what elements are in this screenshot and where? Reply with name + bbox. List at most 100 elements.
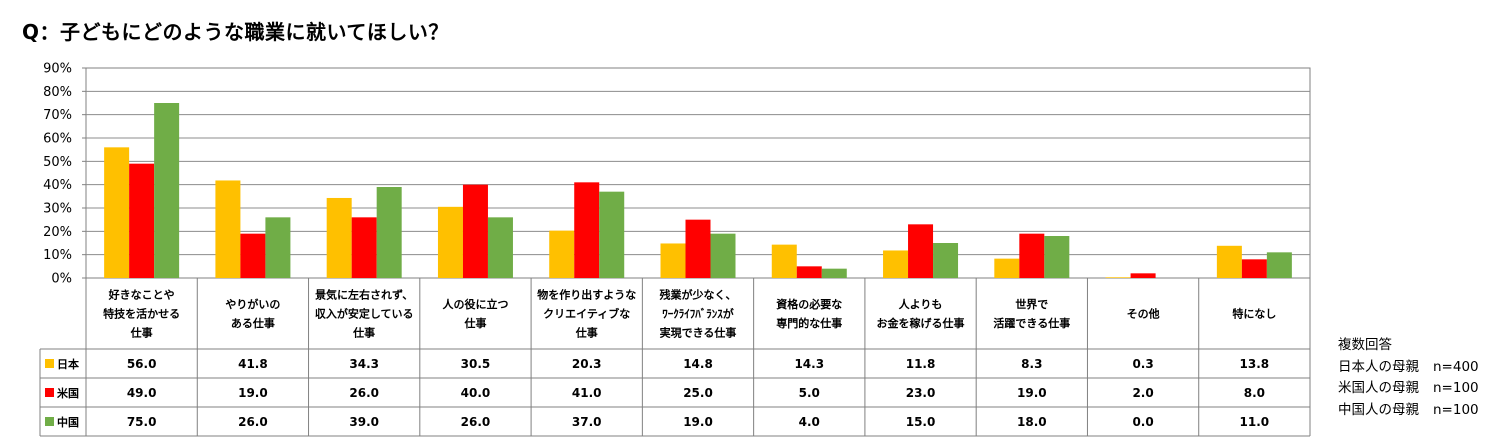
category-label: 世界で (1015, 297, 1048, 311)
y-tick-label: 90% (43, 62, 72, 77)
bar-日本-6 (771, 244, 797, 278)
bar-米国-2 (351, 217, 377, 278)
category-label: 仕事 (575, 326, 598, 340)
data-label: 23.0 (906, 386, 936, 400)
data-label: 19.0 (1017, 386, 1047, 400)
legend-key-中国 (45, 417, 54, 426)
y-tick-label: 70% (43, 108, 72, 123)
bar-中国-7 (933, 243, 959, 278)
data-label: 37.0 (572, 415, 602, 429)
data-label: 26.0 (349, 386, 379, 400)
bar-米国-4 (574, 182, 600, 278)
bar-中国-0 (154, 103, 180, 278)
data-label: 14.8 (683, 357, 713, 371)
bar-米国-3 (462, 184, 488, 278)
category-label: ある仕事 (231, 316, 275, 330)
data-label: 8.0 (1244, 386, 1265, 400)
data-label: 26.0 (461, 415, 491, 429)
bar-米国-7 (908, 224, 934, 278)
bar-日本-7 (883, 250, 909, 278)
bar-日本-3 (437, 206, 463, 278)
category-label: 残業が少なく、 (660, 288, 737, 302)
data-label: 26.0 (238, 415, 268, 429)
bar-日本-10 (1216, 245, 1242, 278)
category-label: お金を稼げる仕事 (877, 316, 965, 330)
category-label: 専門的な仕事 (776, 316, 842, 330)
data-label: 18.0 (1017, 415, 1047, 429)
category-label: その他 (1127, 307, 1160, 321)
note-china-n: n=100 (1433, 401, 1479, 418)
category-label: 景気に左右されず、 (314, 288, 413, 302)
bar-中国-3 (487, 217, 513, 278)
legend-label-米国: 米国 (56, 386, 79, 400)
category-label: 特になし (1232, 307, 1276, 321)
bar-日本-0 (104, 147, 130, 278)
note-us-label: 米国人の母親 (1338, 380, 1419, 396)
data-label: 5.0 (799, 386, 820, 400)
bar-米国-8 (1019, 233, 1045, 278)
chart-title: Q：子どもにどのような職業に就いてほしい？ (22, 20, 449, 44)
category-label: 仕事 (352, 326, 375, 340)
bar-米国-9 (1130, 273, 1156, 278)
y-tick-label: 80% (43, 85, 72, 100)
bar-中国-10 (1266, 252, 1292, 278)
bar-日本-4 (549, 230, 575, 278)
note-us-n: n=100 (1433, 380, 1479, 396)
data-label: 14.3 (794, 357, 824, 371)
bar-中国-6 (821, 268, 847, 278)
category-label: 実現できる仕事 (660, 326, 737, 340)
data-label: 40.0 (461, 386, 491, 400)
y-tick-label: 50% (43, 155, 72, 170)
bar-中国-1 (265, 217, 291, 278)
note-japan-label: 日本人の母親 (1338, 358, 1419, 375)
data-label: 4.0 (799, 415, 820, 429)
category-label: ﾜｰｸﾗｲﾌﾊﾞﾗﾝｽが (662, 307, 734, 321)
data-label: 19.0 (238, 386, 268, 400)
category-label: 仕事 (463, 316, 486, 330)
data-label: 30.5 (461, 357, 491, 371)
y-tick-label: 0% (51, 272, 72, 287)
category-label: 物を作り出すような (537, 288, 636, 302)
data-label: 75.0 (127, 415, 157, 429)
data-label: 8.3 (1021, 357, 1042, 371)
data-label: 11.8 (906, 357, 936, 371)
data-label: 34.3 (349, 357, 379, 371)
data-label: 19.0 (683, 415, 713, 429)
bar-米国-1 (240, 233, 266, 278)
note-japan: 日本人の母親 n=400 (1338, 357, 1479, 379)
respondent-notes: 複数回答 日本人の母親 n=400 米国人の母親 n=100 中国人の母親 n=100 (1338, 335, 1479, 421)
bar-日本-9 (1105, 277, 1131, 278)
data-label: 0.0 (1132, 415, 1153, 429)
category-label: 活躍できる仕事 (993, 316, 1070, 330)
note-us: 米国人の母親 n=100 (1338, 378, 1479, 400)
category-label: 資格の必要な (776, 297, 842, 311)
y-tick-label: 60% (43, 132, 72, 147)
data-label: 20.3 (572, 357, 602, 371)
data-label: 11.0 (1240, 415, 1270, 429)
bar-米国-10 (1241, 259, 1267, 278)
bar-米国-5 (685, 219, 711, 278)
bar-日本-5 (660, 243, 686, 278)
data-label: 2.0 (1132, 386, 1153, 400)
data-label: 39.0 (349, 415, 379, 429)
category-label: 収入が安定している (315, 307, 414, 321)
bar-日本-1 (215, 180, 241, 278)
data-label: 49.0 (127, 386, 157, 400)
data-label: 41.0 (572, 386, 602, 400)
bar-日本-8 (994, 258, 1020, 278)
y-tick-label: 30% (43, 202, 72, 217)
y-tick-label: 40% (43, 178, 72, 193)
category-label: 人よりも (899, 297, 943, 311)
note-japan-n: n=400 (1433, 358, 1479, 375)
bar-中国-8 (1044, 236, 1070, 278)
bar-中国-4 (599, 191, 625, 278)
data-label: 13.8 (1240, 357, 1270, 371)
legend-label-日本: 日本 (57, 357, 79, 371)
data-label: 56.0 (127, 357, 157, 371)
bar-中国-2 (376, 187, 402, 278)
category-label: 仕事 (130, 326, 153, 340)
y-tick-label: 20% (43, 225, 72, 240)
legend-key-米国 (45, 388, 54, 397)
category-label: 特技を活かせる (103, 307, 180, 321)
